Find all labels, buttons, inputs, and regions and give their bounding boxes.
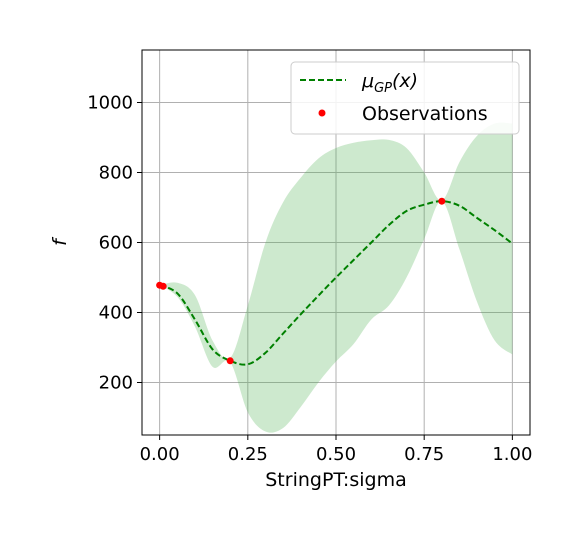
x-axis-label: StringPT:sigma	[265, 469, 406, 491]
observation-point	[438, 197, 446, 205]
x-tick-label: 0.00	[140, 444, 180, 465]
x-tick-label: 0.75	[404, 444, 444, 465]
x-tick-label: 0.25	[228, 444, 268, 465]
y-tick-label: 400	[99, 303, 133, 324]
legend-mean-label: μGP(x)	[361, 70, 418, 96]
legend-observations-label: Observations	[362, 103, 488, 125]
y-tick-label: 1000	[87, 93, 133, 114]
y-tick-label: 200	[99, 373, 133, 394]
confidence-band	[159, 122, 513, 433]
legend-box	[290, 61, 520, 135]
y-tick-label: 800	[99, 163, 133, 184]
x-tick-label: 0.50	[316, 444, 356, 465]
gp-mean-line	[159, 200, 514, 366]
legend-observations-swatch	[318, 109, 326, 117]
y-axis-ticks: 200 400 600 800 1000	[87, 93, 142, 394]
observation-points	[156, 197, 446, 365]
observation-point	[226, 357, 234, 365]
y-axis-label: f	[49, 236, 71, 246]
x-axis-ticks: 0.00 0.25 0.50 0.75 1.00	[140, 435, 532, 465]
x-tick-label: 1.00	[492, 444, 532, 465]
legend: μGP(x) Observations	[290, 61, 520, 135]
y-tick-label: 600	[99, 233, 133, 254]
observation-point	[159, 282, 167, 290]
